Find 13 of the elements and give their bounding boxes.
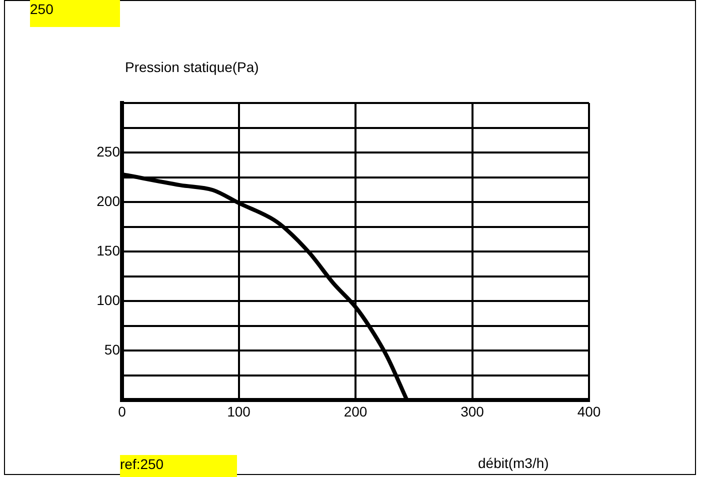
y-tick-label: 50 bbox=[104, 341, 120, 358]
text: ref:250 bbox=[120, 455, 237, 477]
x-axis-title: débit(m3/h) bbox=[478, 455, 549, 471]
x-tick-label: 200 bbox=[344, 403, 368, 420]
x-tick-label: 300 bbox=[460, 403, 484, 420]
y-tick-label: 250 bbox=[96, 143, 120, 160]
x-tick-label: 100 bbox=[227, 403, 251, 420]
y-tick-label: 200 bbox=[96, 192, 120, 209]
y-tick-label: 100 bbox=[96, 292, 120, 308]
x-tick-label: 0 bbox=[118, 403, 126, 420]
y-axis-title: Pression statique(Pa) bbox=[125, 59, 259, 75]
x-tick-label: 400 bbox=[577, 403, 601, 420]
y-tick-label: 150 bbox=[96, 242, 120, 258]
